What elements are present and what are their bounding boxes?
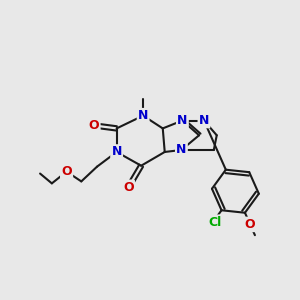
Text: N: N	[199, 114, 209, 127]
Text: N: N	[176, 143, 187, 157]
Text: O: O	[89, 119, 99, 132]
Text: N: N	[177, 114, 188, 127]
Text: Cl: Cl	[208, 216, 221, 229]
Text: N: N	[138, 109, 148, 122]
Text: O: O	[61, 165, 72, 178]
Text: N: N	[111, 146, 122, 158]
Text: O: O	[123, 181, 134, 194]
Text: O: O	[245, 218, 256, 231]
